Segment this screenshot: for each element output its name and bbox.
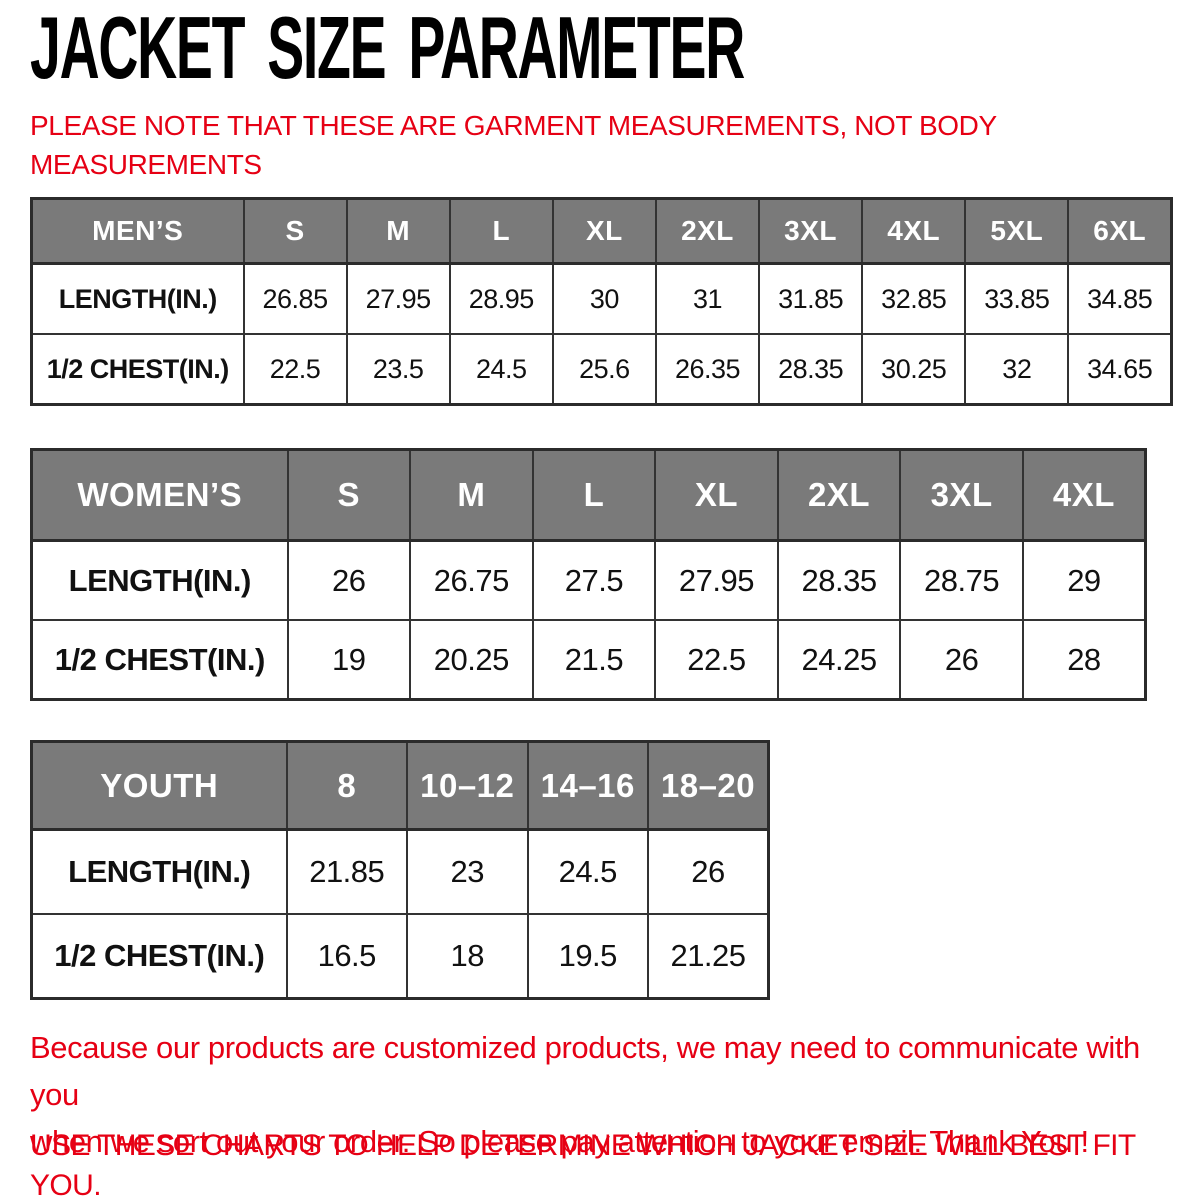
- row-label-length: LENGTH(IN.): [30, 539, 289, 621]
- column-header-xl: XL: [654, 448, 779, 542]
- column-header-6xl: 6XL: [1067, 197, 1173, 265]
- size-value-cell: 27.95: [654, 539, 779, 621]
- column-header-4xl: 4XL: [1021, 448, 1147, 542]
- size-value-cell: 23.5: [345, 333, 451, 406]
- size-value-cell: 24.5: [448, 333, 554, 406]
- mens-chest-row: 1/2 CHEST(IN.) 22.5 23.5 24.5 25.6 26.35…: [30, 333, 1173, 406]
- size-value-cell: 23: [406, 828, 529, 915]
- size-value-cell: 25.6: [551, 333, 657, 406]
- column-header-m: M: [409, 448, 534, 542]
- womens-table-title: WOMEN’S: [30, 448, 289, 542]
- size-value-cell: 26: [286, 539, 412, 621]
- size-value-cell: 21.25: [647, 913, 770, 1000]
- page-title: JACKET SIZE PARAMETER: [30, 2, 1163, 94]
- row-label-chest: 1/2 CHEST(IN.): [30, 333, 245, 406]
- column-header-3xl: 3XL: [899, 448, 1024, 542]
- column-header-10-12: 10–12: [406, 740, 529, 831]
- size-value-cell: 24.25: [776, 619, 902, 701]
- womens-header-row: WOMEN’S S M L XL 2XL 3XL 4XL: [30, 448, 1147, 542]
- size-value-cell: 26: [899, 619, 1024, 701]
- column-header-2xl: 2XL: [654, 197, 761, 265]
- customization-notice: Because our products are customized prod…: [30, 1024, 1190, 1165]
- size-value-cell: 28.35: [776, 539, 902, 621]
- size-value-cell: 28.35: [758, 333, 864, 406]
- size-value-cell: 34.85: [1067, 262, 1173, 335]
- garment-measurement-note: PLEASE NOTE THAT THESE ARE GARMENT MEASU…: [30, 106, 997, 184]
- column-header-l: L: [531, 448, 657, 542]
- size-value-cell: 26.85: [242, 262, 348, 335]
- size-value-cell: 26: [647, 828, 770, 915]
- size-value-cell: 24.5: [526, 828, 649, 915]
- size-value-cell: 31: [654, 262, 761, 335]
- size-value-cell: 16.5: [285, 913, 408, 1000]
- size-value-cell: 30.25: [861, 333, 967, 406]
- size-value-cell: 32.85: [861, 262, 967, 335]
- youth-table-title: YOUTH: [30, 740, 288, 831]
- row-label-chest: 1/2 CHEST(IN.): [30, 619, 289, 701]
- column-header-s: S: [286, 448, 412, 542]
- column-header-l: L: [448, 197, 554, 265]
- row-label-length: LENGTH(IN.): [30, 828, 288, 915]
- note-line-2: MEASUREMENTS: [30, 149, 262, 180]
- chart-usage-advice: USE THESE CHARTS TO HELP DETERMINE WHICH…: [30, 1129, 1136, 1200]
- size-value-cell: 21.85: [285, 828, 408, 915]
- page-title-text: JACKET SIZE PARAMETER: [30, 0, 745, 97]
- size-value-cell: 28.75: [899, 539, 1024, 621]
- column-header-2xl: 2XL: [776, 448, 902, 542]
- size-value-cell: 29: [1021, 539, 1147, 621]
- size-value-cell: 19: [286, 619, 412, 701]
- size-value-cell: 32: [964, 333, 1070, 406]
- size-value-cell: 30: [551, 262, 657, 335]
- size-value-cell: 27.95: [345, 262, 451, 335]
- youth-chest-row: 1/2 CHEST(IN.) 16.5 18 19.5 21.25: [30, 913, 770, 1000]
- size-value-cell: 20.25: [409, 619, 534, 701]
- size-value-cell: 34.65: [1067, 333, 1173, 406]
- size-value-cell: 28: [1021, 619, 1147, 701]
- mens-table-title: MEN’S: [30, 197, 245, 265]
- column-header-14-16: 14–16: [526, 740, 649, 831]
- mens-length-row: LENGTH(IN.) 26.85 27.95 28.95 30 31 31.8…: [30, 262, 1173, 335]
- customization-notice-line-1: Because our products are customized prod…: [30, 1030, 1140, 1112]
- size-value-cell: 28.95: [448, 262, 554, 335]
- youth-length-row: LENGTH(IN.) 21.85 23 24.5 26: [30, 828, 770, 915]
- womens-size-table: WOMEN’S S M L XL 2XL 3XL 4XL LENGTH(IN.)…: [30, 448, 1147, 701]
- size-value-cell: 26.75: [409, 539, 534, 621]
- womens-length-row: LENGTH(IN.) 26 26.75 27.5 27.95 28.35 28…: [30, 539, 1147, 621]
- size-value-cell: 27.5: [531, 539, 657, 621]
- youth-header-row: YOUTH 8 10–12 14–16 18–20: [30, 740, 770, 831]
- size-value-cell: 31.85: [758, 262, 864, 335]
- size-value-cell: 21.5: [531, 619, 657, 701]
- column-header-xl: XL: [551, 197, 657, 265]
- size-value-cell: 26.35: [654, 333, 761, 406]
- size-value-cell: 18: [406, 913, 529, 1000]
- customization-notice-line-2: when we sort out your order. So please p…: [30, 1124, 1089, 1159]
- column-header-8: 8: [285, 740, 408, 831]
- row-label-chest: 1/2 CHEST(IN.): [30, 913, 288, 1000]
- size-value-cell: 33.85: [964, 262, 1070, 335]
- note-line-1: PLEASE NOTE THAT THESE ARE GARMENT MEASU…: [30, 110, 997, 141]
- column-header-5xl: 5XL: [964, 197, 1070, 265]
- mens-size-table: MEN’S S M L XL 2XL 3XL 4XL 5XL 6XL LENGT…: [30, 197, 1173, 406]
- column-header-s: S: [242, 197, 348, 265]
- row-label-length: LENGTH(IN.): [30, 262, 245, 335]
- mens-header-row: MEN’S S M L XL 2XL 3XL 4XL 5XL 6XL: [30, 197, 1173, 265]
- womens-chest-row: 1/2 CHEST(IN.) 19 20.25 21.5 22.5 24.25 …: [30, 619, 1147, 701]
- size-value-cell: 22.5: [654, 619, 779, 701]
- youth-size-table: YOUTH 8 10–12 14–16 18–20 LENGTH(IN.) 21…: [30, 740, 770, 1000]
- column-header-18-20: 18–20: [647, 740, 770, 831]
- size-value-cell: 19.5: [526, 913, 649, 1000]
- size-value-cell: 22.5: [242, 333, 348, 406]
- column-header-m: M: [345, 197, 451, 265]
- column-header-4xl: 4XL: [861, 197, 967, 265]
- column-header-3xl: 3XL: [758, 197, 864, 265]
